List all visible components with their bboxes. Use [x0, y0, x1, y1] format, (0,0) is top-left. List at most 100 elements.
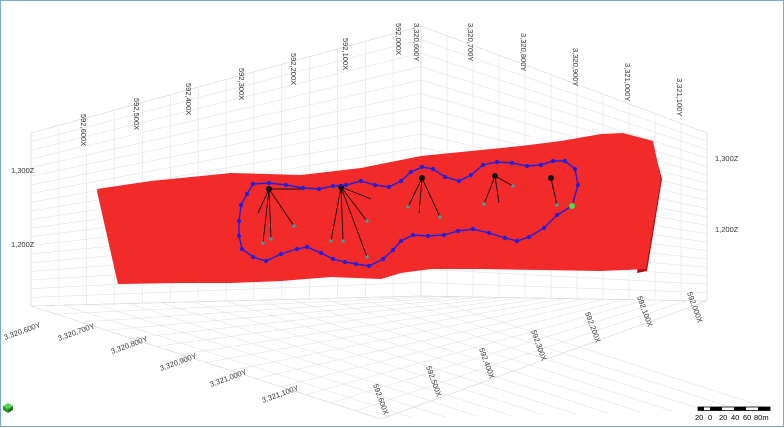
svg-text:20: 20 — [719, 413, 727, 422]
y-label: 3,321,100Y — [675, 78, 684, 116]
boundary-vertex[interactable] — [398, 238, 404, 244]
x-label: 592,100X — [635, 295, 654, 328]
scale-bar: 20 0 20 40 60 80m — [695, 406, 771, 422]
boundary-vertex[interactable] — [316, 186, 322, 192]
x-label: 592,300X — [237, 68, 246, 100]
drill-ends — [261, 184, 559, 259]
boundary-vertex[interactable] — [366, 263, 372, 269]
boundary-vertex[interactable] — [575, 182, 581, 188]
x-label: 592,500X — [424, 365, 443, 398]
boundary-vertex[interactable] — [372, 182, 378, 188]
boundary-vertex[interactable] — [266, 180, 272, 186]
boundary-vertex[interactable] — [342, 259, 348, 265]
svg-text:20: 20 — [695, 413, 703, 422]
x-axis-labels-front: 592,600X 592,500X 592,400X 592,300X 592,… — [371, 291, 704, 416]
svg-text:0: 0 — [708, 413, 712, 422]
boundary-vertex[interactable] — [572, 166, 578, 172]
boundary-vertex[interactable] — [300, 185, 306, 191]
boundary-vertex[interactable] — [353, 261, 359, 267]
z-label-left: 1,300Z — [11, 166, 35, 175]
x-label: 592,000X — [685, 291, 704, 324]
boundary-vertex[interactable] — [455, 228, 461, 234]
x-label: 592,200X — [289, 53, 298, 85]
x-label: 592,600X — [79, 114, 88, 146]
boundary-vertex[interactable] — [456, 178, 462, 184]
boundary-vertex[interactable] — [480, 162, 486, 168]
green-cube-icon[interactable] — [3, 403, 13, 413]
boundary-vertex[interactable] — [294, 246, 300, 252]
y-label: 3,320,700Y — [466, 23, 475, 61]
boundary-vertex[interactable] — [390, 247, 396, 253]
boundary-vertex[interactable] — [425, 233, 431, 239]
x-label: 592,400X — [184, 83, 193, 115]
y-label: 3,320,900Y — [159, 351, 198, 373]
svg-text:80m: 80m — [754, 413, 769, 422]
boundary-vertex[interactable] — [486, 230, 492, 236]
boundary-vertex[interactable] — [554, 212, 560, 218]
boundary-vertex[interactable] — [330, 183, 336, 189]
boundary-vertex[interactable] — [358, 178, 364, 184]
y-axis-labels-back: 3,320,600Y 3,320,700Y 3,320,800Y 3,320,9… — [412, 23, 684, 116]
boundary-vertex[interactable] — [502, 235, 508, 241]
boundary-vertex[interactable] — [514, 238, 520, 244]
z-label-left: 1,200Z — [11, 240, 35, 249]
boundary-vertex[interactable] — [541, 225, 547, 231]
ore-body-solid[interactable] — [97, 133, 662, 284]
boundary-vertex[interactable] — [410, 232, 416, 238]
y-label: 3,320,600Y — [3, 320, 42, 342]
boundary-vertex[interactable] — [470, 226, 476, 232]
x-label: 592,300X — [529, 329, 548, 362]
boundary-vertex[interactable] — [239, 246, 245, 252]
x-label: 592,100X — [341, 38, 350, 70]
x-label: 592,400X — [477, 347, 496, 380]
boundary-vertex[interactable] — [419, 164, 425, 170]
boundary-vertex[interactable] — [538, 162, 544, 168]
boundary-vertex[interactable] — [343, 182, 349, 188]
boundary-vertex[interactable] — [524, 163, 530, 169]
x-label: 592,600X — [371, 383, 390, 416]
y-label: 3,320,900Y — [571, 48, 580, 86]
z-label-right: 1,200Z — [715, 225, 739, 234]
boundary-vertex[interactable] — [244, 191, 250, 197]
x-axis-labels-back: 592,600X 592,500X 592,400X 592,300X 592,… — [79, 23, 403, 146]
boundary-vertex[interactable] — [330, 256, 336, 262]
boundary-vertex[interactable] — [562, 158, 568, 164]
boundary-vertex[interactable] — [278, 251, 284, 257]
boundary-polyline[interactable] — [236, 158, 581, 269]
boundary-vertex[interactable] — [468, 172, 474, 178]
boundary-vertex[interactable] — [408, 169, 414, 175]
boundary-vertex[interactable] — [526, 234, 532, 240]
boundary-vertex[interactable] — [550, 158, 556, 164]
boundary-vertex[interactable] — [238, 202, 244, 208]
boundary-vertex[interactable] — [263, 258, 269, 264]
boundary-vertex[interactable] — [283, 182, 289, 188]
boundary-vertex[interactable] — [494, 159, 500, 165]
x-label: 592,500X — [132, 98, 141, 130]
selected-vertex[interactable] — [569, 203, 575, 209]
y-label: 3,320,600Y — [412, 23, 421, 61]
z-label-right: 1,300Z — [715, 154, 739, 163]
svg-text:40: 40 — [731, 413, 739, 422]
boundary-vertex[interactable] — [441, 232, 447, 238]
x-label: 592,000X — [394, 23, 403, 55]
drill-holes — [257, 175, 558, 258]
boundary-vertex[interactable] — [398, 178, 404, 184]
solid-top-face — [97, 133, 661, 284]
x-label: 592,200X — [583, 311, 602, 344]
boundary-vertex[interactable] — [236, 233, 242, 239]
boundary-vertex[interactable] — [236, 218, 242, 224]
boundary-vertex[interactable] — [250, 181, 256, 187]
boundary-vertex[interactable] — [442, 174, 448, 180]
y-label: 3,320,700Y — [57, 321, 96, 343]
boundary-vertex[interactable] — [380, 256, 386, 262]
y-label: 3,320,800Y — [519, 33, 528, 71]
boundary-vertex[interactable] — [430, 166, 436, 172]
boundary-vertex[interactable] — [318, 250, 324, 256]
boundary-vertex[interactable] — [386, 184, 392, 190]
boundary-vertex[interactable] — [250, 254, 256, 260]
svg-text:60: 60 — [743, 413, 751, 422]
boundary-vertex[interactable] — [304, 244, 310, 250]
boundary-vertex[interactable] — [509, 160, 515, 166]
